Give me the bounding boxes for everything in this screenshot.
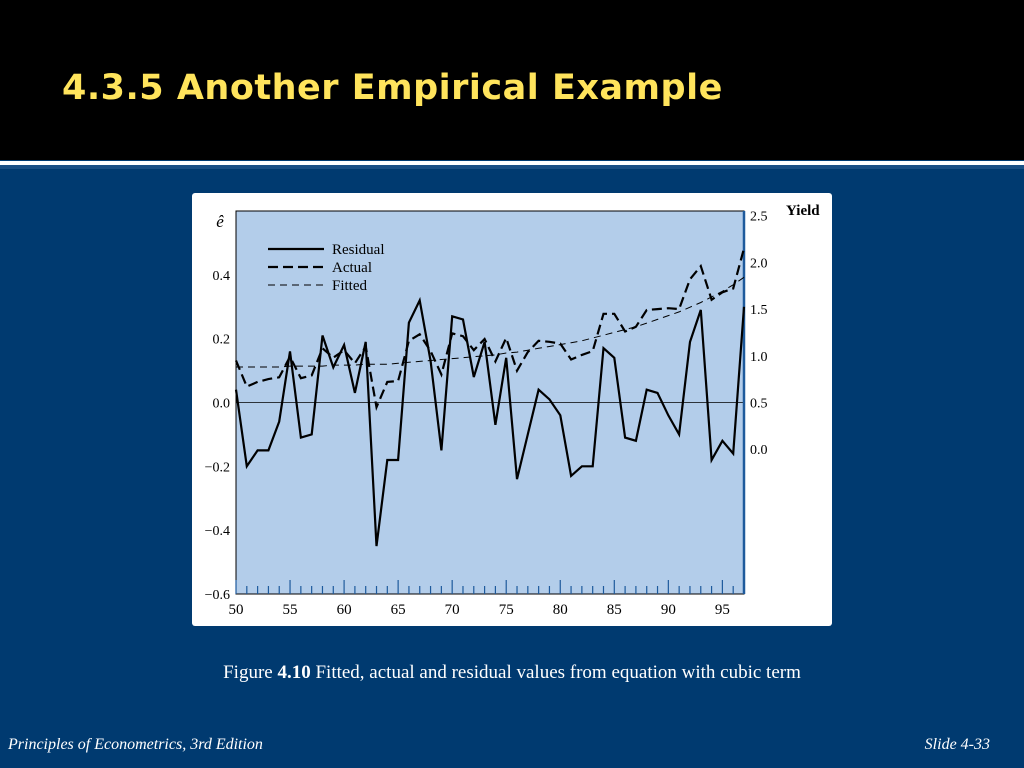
residual-chart: 50 55 60 65 70 75 80 85 90 95 −0.6 −0.4 −0.2 0.0 0.2 0.… (205, 203, 821, 618)
x-tick-label: 85 (607, 602, 622, 618)
x-tick-label: 60 (337, 602, 352, 618)
figure-panel: 50 55 60 65 70 75 80 85 90 95 −0.6 −0.4 −0.2 0.0 0.2 0.… (192, 193, 832, 626)
series-actual-line (234, 248, 746, 412)
left-tick-label: 0.2 (213, 333, 231, 348)
header-divider-shadow (0, 165, 1024, 169)
x-tick-label: 50 (229, 602, 244, 618)
right-tick-label: 1.0 (750, 350, 768, 365)
left-tick-label: −0.4 (205, 524, 230, 539)
legend-label-fitted: Fitted (332, 278, 368, 294)
left-tick-label: −0.6 (205, 588, 230, 603)
caption-text: Fitted, actual and residual values from … (310, 662, 801, 683)
x-tick-label: 95 (715, 602, 730, 618)
x-tick-label: 65 (391, 602, 406, 618)
series-fitted-line (236, 276, 745, 368)
legend-label-actual: Actual (332, 260, 372, 276)
legend-label-residual: Residual (332, 242, 385, 258)
right-tick-label: 2.0 (750, 256, 768, 271)
slide-title: 4.3.5 Another Empirical Example (62, 68, 723, 108)
left-axis-label: ê (216, 212, 224, 231)
right-tick-label: 2.5 (750, 210, 768, 225)
footer-book-title: Principles of Econometrics, 3rd Edition (8, 736, 263, 753)
left-tick-label: 0.4 (213, 269, 231, 284)
right-tick-label: 1.5 (750, 303, 768, 318)
x-tick-label: 75 (499, 602, 514, 618)
left-tick-label: −0.2 (205, 460, 230, 475)
caption-number: 4.10 (277, 662, 311, 683)
left-tick-label: 0.0 (213, 397, 231, 412)
caption-prefix: Figure (223, 662, 278, 683)
series-residual-line (234, 296, 746, 547)
figure-caption: Figure 4.10 Fitted, actual and residual … (0, 662, 1024, 684)
slide-header: 4.3.5 Another Empirical Example (0, 0, 1024, 160)
x-tick-label: 90 (661, 602, 676, 618)
right-tick-label: 0.5 (750, 397, 768, 412)
header-divider (0, 161, 1024, 165)
x-tick-label: 70 (445, 602, 460, 618)
footer-slide-number: Slide 4-33 (924, 736, 990, 753)
x-tick-label: 55 (283, 602, 298, 618)
right-tick-label: 0.0 (750, 443, 768, 458)
x-tick-label: 80 (553, 602, 568, 618)
right-axis-label: Yield (786, 203, 820, 219)
